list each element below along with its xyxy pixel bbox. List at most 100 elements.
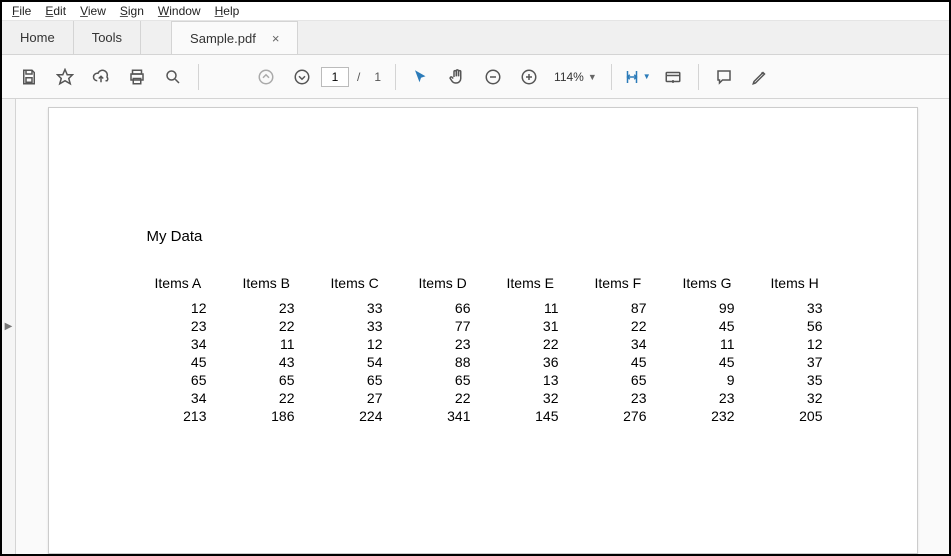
zoom-out-icon[interactable] — [476, 60, 510, 94]
table-cell: 341 — [411, 407, 499, 425]
table-cell: 87 — [587, 299, 675, 317]
zoom-value: 114% — [554, 70, 584, 84]
table-cell: 36 — [499, 353, 587, 371]
table-cell: 27 — [323, 389, 411, 407]
current-page-input[interactable] — [321, 67, 349, 87]
table-cell: 45 — [147, 353, 235, 371]
table-cell: 11 — [499, 299, 587, 317]
table-cell: 11 — [675, 335, 763, 353]
total-pages: 1 — [374, 70, 381, 84]
cloud-upload-icon[interactable] — [84, 60, 118, 94]
table-cell: 66 — [411, 299, 499, 317]
tab-document-label: Sample.pdf — [190, 31, 256, 46]
menu-view[interactable]: View — [80, 4, 106, 18]
table-header: Items E — [499, 273, 587, 299]
table-cell: 11 — [235, 335, 323, 353]
zoom-select[interactable]: 114% ▼ — [548, 70, 603, 84]
table-header: Items C — [323, 273, 411, 299]
chevron-right-icon: ▶ — [5, 321, 13, 332]
table-cell: 22 — [411, 389, 499, 407]
toolbar-separator — [611, 64, 612, 90]
read-mode-icon[interactable] — [656, 60, 690, 94]
table-header: Items G — [675, 273, 763, 299]
table-row: 656565651365935 — [147, 371, 851, 389]
table-cell: 33 — [763, 299, 851, 317]
table-cell: 22 — [587, 317, 675, 335]
table-cell: 186 — [235, 407, 323, 425]
table-cell: 43 — [235, 353, 323, 371]
table-cell: 77 — [411, 317, 499, 335]
table-row: 3422272232232332 — [147, 389, 851, 407]
table-cell: 45 — [675, 317, 763, 335]
table-cell: 99 — [675, 299, 763, 317]
search-icon[interactable] — [156, 60, 190, 94]
hand-tool-icon[interactable] — [440, 60, 474, 94]
table-cell: 54 — [323, 353, 411, 371]
table-cell: 9 — [675, 371, 763, 389]
close-icon[interactable]: × — [272, 31, 280, 46]
table-row: 2322337731224556 — [147, 317, 851, 335]
table-cell: 23 — [147, 317, 235, 335]
table-cell: 23 — [411, 335, 499, 353]
table-cell: 232 — [675, 407, 763, 425]
tab-home[interactable]: Home — [2, 21, 73, 54]
table-cell: 34 — [147, 335, 235, 353]
page: My Data Items AItems BItems CItems DItem… — [48, 107, 918, 554]
table-cell: 224 — [323, 407, 411, 425]
table-cell: 276 — [587, 407, 675, 425]
comment-icon[interactable] — [707, 60, 741, 94]
page-surface[interactable]: My Data Items AItems BItems CItems DItem… — [16, 99, 949, 554]
content-area: ▶ My Data Items AItems BItems CItems DIt… — [2, 99, 949, 554]
save-icon[interactable] — [12, 60, 46, 94]
table-row: 1223336611879933 — [147, 299, 851, 317]
table-header: Items F — [587, 273, 675, 299]
page-up-icon[interactable] — [249, 60, 283, 94]
table-cell: 213 — [147, 407, 235, 425]
select-tool-icon[interactable] — [404, 60, 438, 94]
table-cell: 22 — [235, 317, 323, 335]
tab-document[interactable]: Sample.pdf × — [171, 21, 298, 54]
page-down-icon[interactable] — [285, 60, 319, 94]
table-cell: 32 — [763, 389, 851, 407]
tab-separator — [140, 21, 141, 54]
star-icon[interactable] — [48, 60, 82, 94]
table-cell: 32 — [499, 389, 587, 407]
table-header: Items A — [147, 273, 235, 299]
menu-file[interactable]: File — [12, 4, 31, 18]
toolbar-separator — [395, 64, 396, 90]
toolbar-separator — [198, 64, 199, 90]
table-cell: 22 — [499, 335, 587, 353]
table-row: 213186224341145276232205 — [147, 407, 851, 425]
tabbar: Home Tools Sample.pdf × — [2, 21, 949, 55]
table-cell: 34 — [587, 335, 675, 353]
table-cell: 13 — [499, 371, 587, 389]
table-cell: 23 — [587, 389, 675, 407]
sign-pen-icon[interactable] — [743, 60, 777, 94]
table-cell: 22 — [235, 389, 323, 407]
fit-width-icon[interactable]: ▼ — [620, 60, 654, 94]
table-cell: 65 — [323, 371, 411, 389]
side-panel-rail[interactable]: ▶ — [2, 99, 16, 554]
table-cell: 12 — [323, 335, 411, 353]
menu-sign[interactable]: Sign — [120, 4, 144, 18]
toolbar-separator — [698, 64, 699, 90]
document-title: My Data — [147, 228, 877, 245]
table-cell: 205 — [763, 407, 851, 425]
table-cell: 12 — [147, 299, 235, 317]
menu-window[interactable]: Window — [158, 4, 201, 18]
menu-edit[interactable]: Edit — [45, 4, 66, 18]
table-cell: 34 — [147, 389, 235, 407]
table-cell: 45 — [587, 353, 675, 371]
menu-help[interactable]: Help — [215, 4, 240, 18]
table-cell: 56 — [763, 317, 851, 335]
table-cell: 65 — [147, 371, 235, 389]
table-cell: 145 — [499, 407, 587, 425]
tab-tools[interactable]: Tools — [74, 21, 140, 54]
table-cell: 33 — [323, 317, 411, 335]
print-icon[interactable] — [120, 60, 154, 94]
table-cell: 35 — [763, 371, 851, 389]
table-cell: 88 — [411, 353, 499, 371]
zoom-in-icon[interactable] — [512, 60, 546, 94]
table-row: 3411122322341112 — [147, 335, 851, 353]
page-separator: / — [357, 70, 360, 84]
